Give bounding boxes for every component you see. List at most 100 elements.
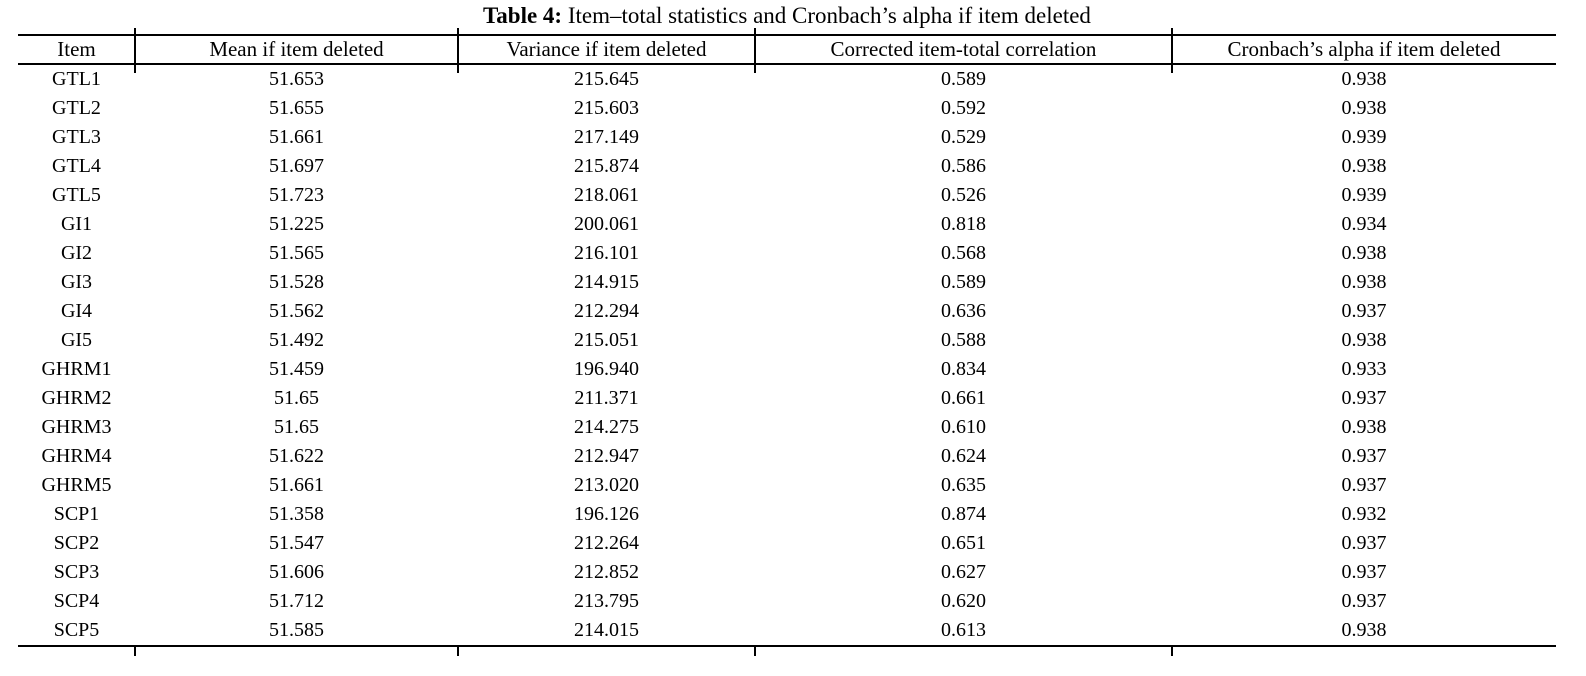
- cell-item: SCP5: [53, 619, 100, 641]
- cell-item: GI2: [60, 242, 93, 264]
- cell-item: GI1: [60, 213, 93, 235]
- cell-variance: 211.371: [574, 387, 639, 409]
- cell-corrected-correlation: 0.586: [941, 155, 986, 177]
- cell-corrected-correlation: 0.589: [941, 68, 986, 90]
- cell-mean: 51.459: [269, 358, 324, 380]
- table-body: GTL1 51.653 215.645 0.589 0.938 GTL2 51.655 215…: [18, 64, 1556, 646]
- cell-mean: 51.661: [269, 126, 324, 148]
- table-row: GTL1 51.653 215.645 0.589 0.938: [18, 64, 1556, 94]
- cell-mean: 51.225: [269, 213, 324, 235]
- cell-alpha: 0.937: [1341, 590, 1387, 612]
- cell-alpha: 0.937: [1341, 445, 1387, 467]
- cell-item: GHRM3: [41, 416, 112, 438]
- cell-variance: 215.874: [574, 155, 639, 177]
- cell-alpha: 0.938: [1341, 242, 1387, 264]
- table-row: SCP2 51.547 212.264 0.651 0.937: [18, 529, 1556, 558]
- cell-item: SCP2: [53, 532, 100, 554]
- cell-mean: 51.653: [269, 68, 324, 90]
- cell-variance: 214.915: [574, 271, 639, 293]
- table-row: SCP3 51.606 212.852 0.627 0.937: [18, 558, 1556, 587]
- cell-mean: 51.65: [274, 387, 319, 409]
- column-separator: [1171, 645, 1173, 656]
- cell-mean: 51.528: [269, 271, 324, 293]
- table-row: GHRM4 51.622 212.947 0.624 0.937: [18, 442, 1556, 471]
- cell-mean: 51.358: [269, 503, 324, 525]
- cell-alpha: 0.937: [1341, 561, 1387, 583]
- table-row: GI1 51.225 200.061 0.818 0.934: [18, 210, 1556, 239]
- cell-mean: 51.565: [269, 242, 324, 264]
- cell-alpha: 0.937: [1341, 387, 1387, 409]
- cell-variance: 213.795: [574, 590, 639, 612]
- cell-mean: 51.65: [274, 416, 319, 438]
- col-header-item: Item: [57, 37, 96, 61]
- table-row: GTL4 51.697 215.874 0.586 0.938: [18, 152, 1556, 181]
- cell-item: GTL1: [52, 68, 101, 90]
- cell-mean: 51.562: [269, 300, 324, 322]
- cell-item: GTL2: [52, 97, 101, 119]
- table-row: SCP4 51.712 213.795 0.620 0.937: [18, 587, 1556, 616]
- table-row: SCP5 51.585 214.015 0.613 0.938: [18, 616, 1556, 646]
- table-row: GTL5 51.723 218.061 0.526 0.939: [18, 181, 1556, 210]
- cell-variance: 217.149: [574, 126, 639, 148]
- table-row: GHRM2 51.65 211.371 0.661 0.937: [18, 384, 1556, 413]
- cell-corrected-correlation: 0.592: [941, 97, 986, 119]
- cell-corrected-correlation: 0.834: [941, 358, 986, 380]
- cell-variance: 212.294: [574, 300, 639, 322]
- cell-mean: 51.622: [269, 445, 324, 467]
- table-row: GI4 51.562 212.294 0.636 0.937: [18, 297, 1556, 326]
- col-header-corrected-item-total-correlation: Corrected item-total correlation: [830, 37, 1097, 61]
- column-separator: [754, 645, 756, 656]
- column-separator: [134, 28, 136, 73]
- table-row: SCP1 51.358 196.126 0.874 0.932: [18, 500, 1556, 529]
- cell-variance: 212.852: [574, 561, 639, 583]
- cell-mean: 51.712: [269, 590, 324, 612]
- cell-variance: 215.603: [574, 97, 639, 119]
- cell-mean: 51.492: [269, 329, 324, 351]
- cell-variance: 215.645: [574, 68, 639, 90]
- cell-corrected-correlation: 0.818: [941, 213, 986, 235]
- cell-mean: 51.585: [269, 619, 324, 641]
- cell-alpha: 0.938: [1341, 329, 1387, 351]
- cell-item: SCP3: [53, 561, 100, 583]
- cell-variance: 212.947: [574, 445, 639, 467]
- table-row: GI2 51.565 216.101 0.568 0.938: [18, 239, 1556, 268]
- cell-alpha: 0.933: [1341, 358, 1387, 380]
- cell-alpha: 0.938: [1341, 68, 1387, 90]
- column-separator: [457, 645, 459, 656]
- cell-variance: 200.061: [574, 213, 639, 235]
- column-separator: [457, 28, 459, 73]
- cell-corrected-correlation: 0.588: [941, 329, 986, 351]
- table-row: GHRM5 51.661 213.020 0.635 0.937: [18, 471, 1556, 500]
- item-total-statistics-table: Item Mean if item deleted Variance if it…: [18, 34, 1556, 647]
- table-caption: Table 4: Item–total statistics and Cronb…: [18, 1, 1556, 31]
- cell-item: GI4: [60, 300, 93, 322]
- cell-item: GI5: [60, 329, 93, 351]
- cell-item: GTL5: [52, 184, 101, 206]
- table-header: Item Mean if item deleted Variance if it…: [18, 35, 1556, 64]
- cell-variance: 214.015: [574, 619, 639, 641]
- cell-corrected-correlation: 0.613: [941, 619, 986, 641]
- cell-item: GHRM2: [41, 387, 112, 409]
- cell-alpha: 0.938: [1341, 97, 1387, 119]
- table-row: GI3 51.528 214.915 0.589 0.938: [18, 268, 1556, 297]
- cell-item: SCP1: [53, 503, 100, 525]
- table-caption-text: Item–total statistics and Cronbach’s alp…: [562, 3, 1091, 28]
- cell-alpha: 0.937: [1341, 300, 1387, 322]
- column-separator: [1171, 28, 1173, 73]
- cell-mean: 51.697: [269, 155, 324, 177]
- table-caption-label: Table 4:: [483, 3, 563, 28]
- cell-corrected-correlation: 0.620: [941, 590, 986, 612]
- cell-alpha: 0.932: [1341, 503, 1387, 525]
- cell-variance: 213.020: [574, 474, 639, 496]
- table-row: GTL3 51.661 217.149 0.529 0.939: [18, 123, 1556, 152]
- cell-item: GTL3: [52, 126, 101, 148]
- cell-alpha: 0.938: [1341, 619, 1387, 641]
- cell-corrected-correlation: 0.568: [941, 242, 986, 264]
- column-separator: [134, 645, 136, 656]
- col-header-variance-if-item-deleted: Variance if item deleted: [506, 37, 707, 61]
- cell-item: GHRM4: [41, 445, 112, 467]
- cell-alpha: 0.939: [1341, 126, 1387, 148]
- cell-alpha: 0.938: [1341, 416, 1387, 438]
- cell-item: GTL4: [52, 155, 101, 177]
